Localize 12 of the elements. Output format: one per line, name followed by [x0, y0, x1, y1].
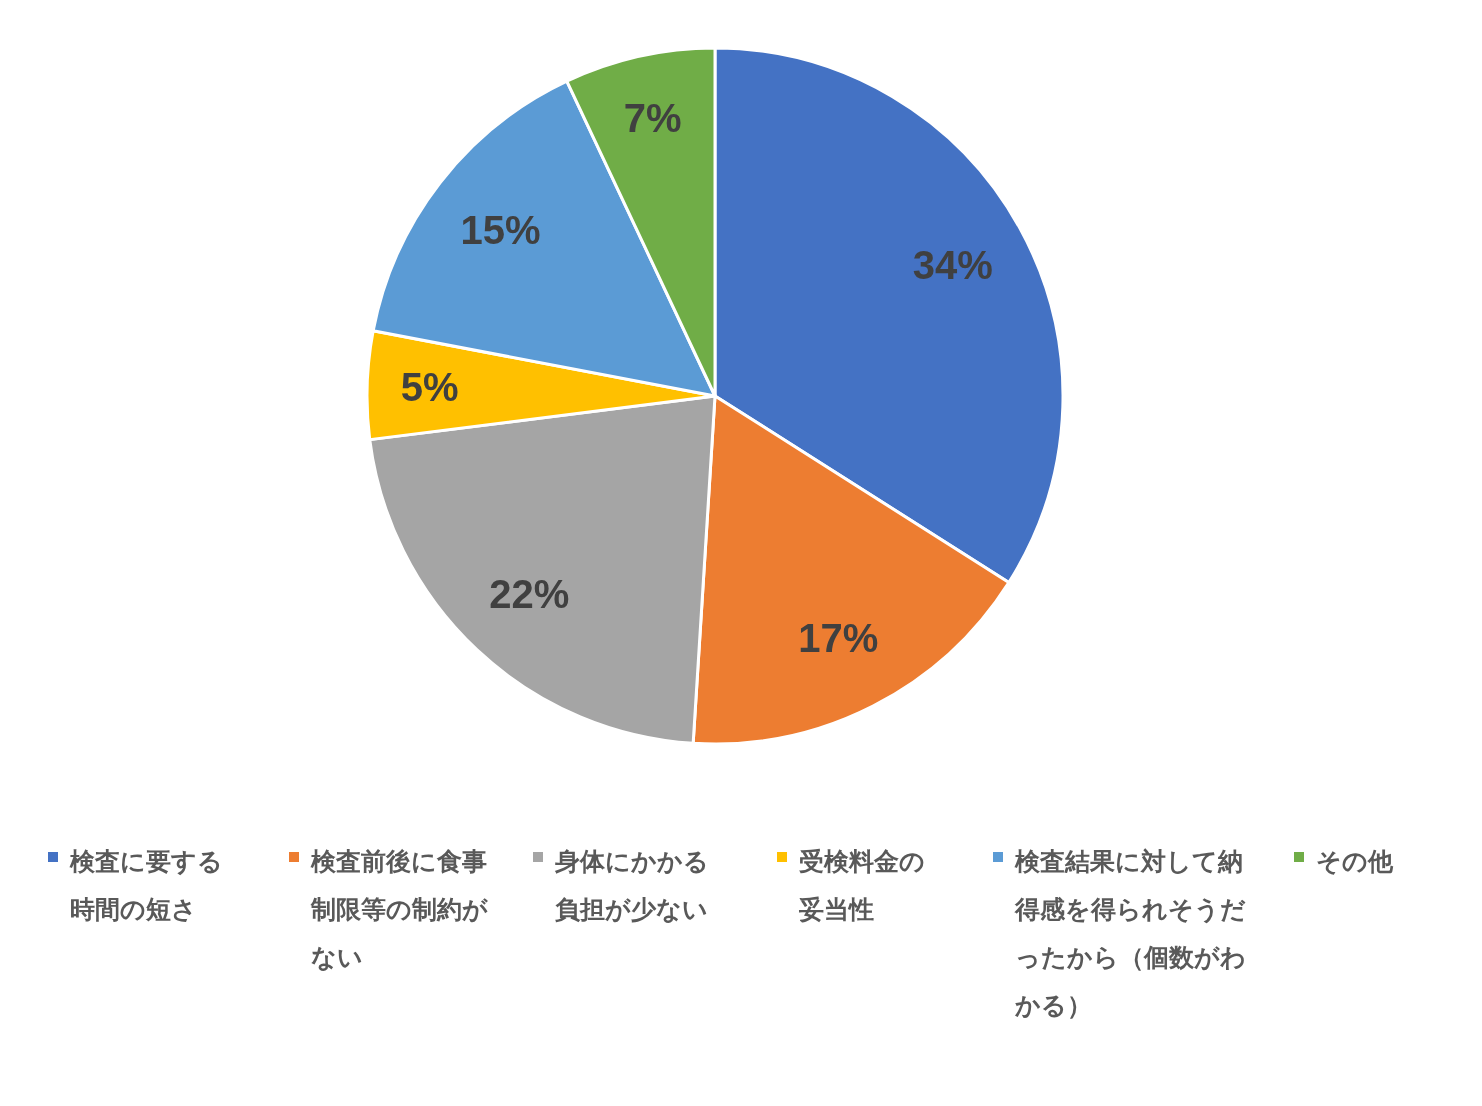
legend-label: 身体にかかる負担が少ない	[555, 846, 710, 926]
data-label: 17%	[798, 615, 879, 660]
legend-label: その他	[1316, 846, 1394, 878]
data-label: 7%	[623, 95, 682, 140]
legend-label: 検査結果に対して納得感を得られそうだったから（個数がわかる）	[1015, 846, 1247, 1022]
legend-label: 検査に要する時間の短さ	[70, 846, 224, 926]
legend-label: 検査前後に食事制限等の制約がない	[311, 846, 489, 974]
data-label: 22%	[489, 571, 570, 616]
data-label: 5%	[400, 365, 459, 410]
data-label: 34%	[912, 243, 993, 288]
data-label: 15%	[460, 207, 541, 252]
legend-label: 受検料金の妥当性	[799, 846, 926, 926]
